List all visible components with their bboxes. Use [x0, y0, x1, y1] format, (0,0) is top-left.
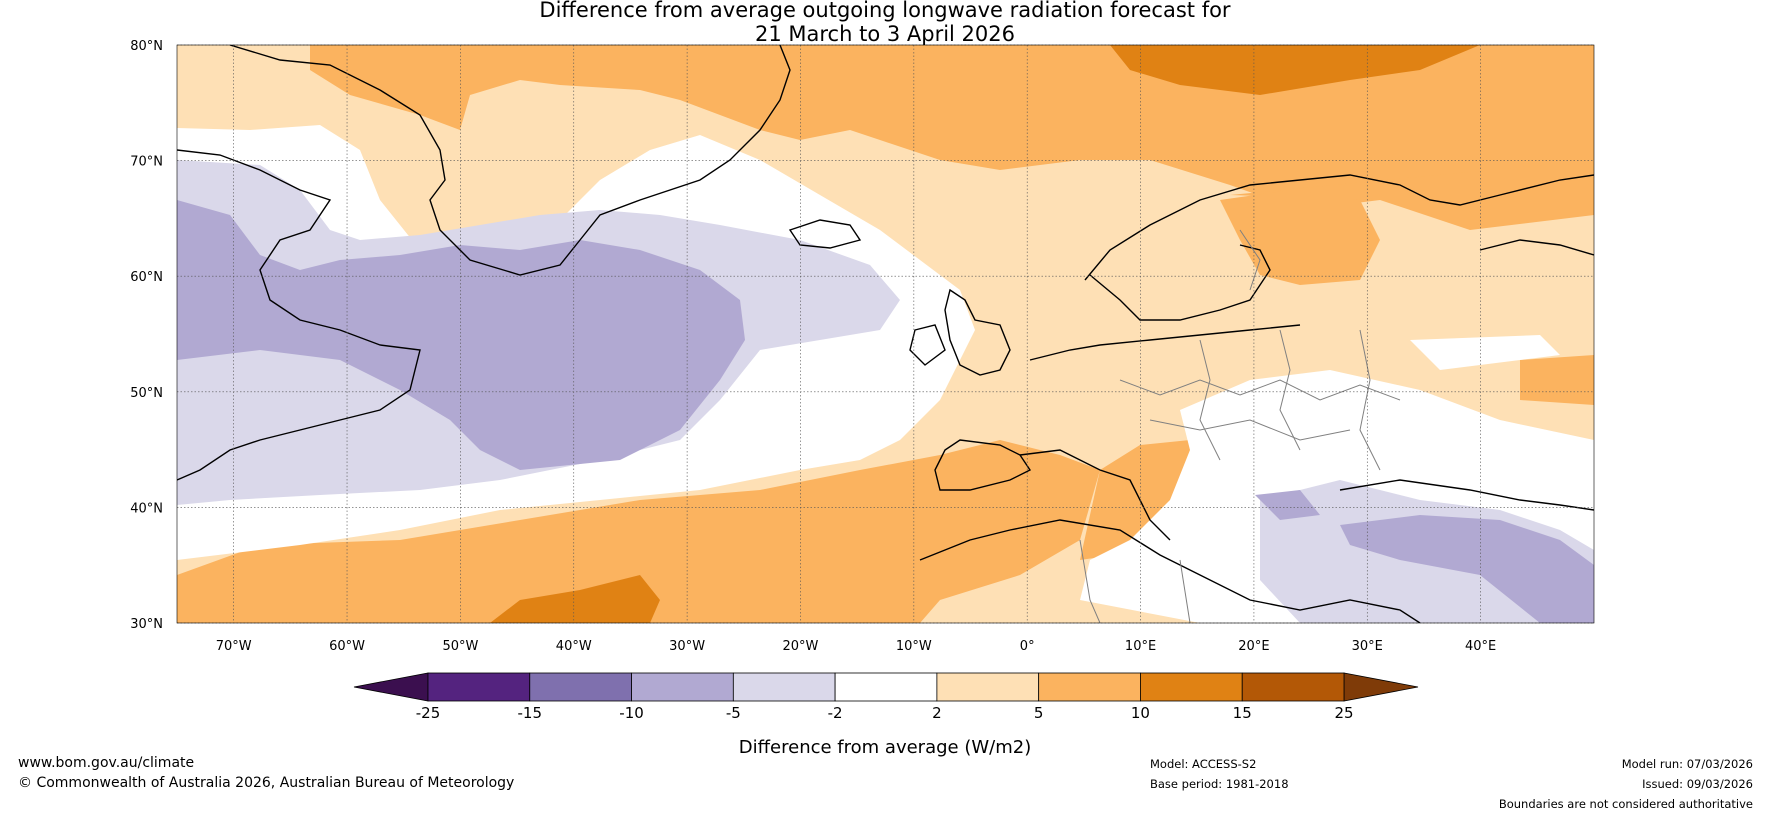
colorbar-swatch	[1038, 672, 1141, 702]
anomaly-dark-orange-greenland-east	[1110, 45, 1480, 95]
colorbar-tick: -15	[518, 704, 543, 722]
footer-copyright: © Commonwealth of Australia 2026, Austra…	[18, 775, 515, 791]
colorbar-extend-over	[1343, 672, 1419, 702]
border-1	[1119, 379, 1401, 401]
lat-label: 40°N	[130, 501, 163, 516]
anomaly-purple-aegean	[1255, 490, 1320, 520]
footer-model-run: Model run: 07/03/2026	[1621, 757, 1753, 771]
north-america-coast	[177, 149, 421, 481]
footer-disclaimer: Boundaries are not considered authoritat…	[1498, 797, 1753, 811]
anomaly-purple-eastmed	[1340, 515, 1594, 623]
latitude-labels: 80°N 70°N 60°N 50°N 40°N 30°N	[130, 39, 163, 632]
lon-label: 30°W	[669, 639, 705, 654]
scandinavia-south-coast	[1089, 244, 1271, 321]
border-6	[1239, 229, 1261, 291]
colorbar-tick: 15	[1233, 704, 1252, 722]
anomaly-orange-subtropical	[177, 440, 1100, 623]
anomaly-field	[177, 45, 1594, 623]
iberia-coast	[934, 439, 1032, 491]
footer-model: Model: ACCESS-S2	[1150, 757, 1257, 771]
lat-label: 80°N	[130, 39, 163, 54]
map-frame	[176, 44, 1595, 624]
north-europe-coast	[1029, 324, 1301, 361]
lon-label: 10°E	[1125, 639, 1156, 654]
turkey-coast	[1339, 479, 1594, 511]
footer-url: www.bom.gov.au/climate	[18, 755, 195, 771]
colorbar-swatch	[1140, 672, 1243, 702]
border-8	[1179, 559, 1191, 623]
colorbar-tick: -10	[619, 704, 644, 722]
anomaly-orange-russia	[1230, 160, 1594, 230]
footer-base-period: Base period: 1981-2018	[1150, 777, 1289, 791]
lon-label: 40°W	[556, 639, 592, 654]
lon-label: 10°W	[896, 639, 932, 654]
colorbar-tick: 5	[1034, 704, 1044, 722]
colorbar: -25 -15 -10 -5 -2 2 5 10 15 25	[353, 672, 1419, 722]
colorbar-swatch	[427, 672, 531, 702]
lon-label: 20°W	[783, 639, 819, 654]
lat-label: 30°N	[130, 617, 163, 632]
colorbar-tick: 25	[1334, 704, 1353, 722]
colorbar-swatch	[1241, 672, 1345, 702]
lon-label: 30°E	[1352, 639, 1383, 654]
colorbar-tick: -5	[726, 704, 741, 722]
lat-label: 70°N	[130, 155, 163, 170]
coastlines	[177, 45, 1594, 623]
lon-label: 60°W	[329, 639, 365, 654]
lon-label: 70°W	[216, 639, 252, 654]
russia-coast	[1479, 239, 1594, 256]
iceland-coast	[788, 219, 862, 249]
border-2	[1149, 419, 1351, 441]
ireland-coast	[909, 324, 946, 366]
lon-label: 40°E	[1465, 639, 1496, 654]
lat-label: 60°N	[130, 270, 163, 285]
greenland-coast	[229, 45, 791, 276]
colorbar-swatch	[631, 672, 734, 702]
colorbar-swatch	[834, 672, 938, 702]
africa-coast	[919, 519, 1421, 623]
colorbar-swatch	[936, 672, 1040, 702]
mediterranean-north-coast	[1019, 449, 1171, 541]
lon-label: 0°	[1020, 639, 1035, 654]
title-line-2: 21 March to 3 April 2026	[755, 22, 1015, 46]
anomaly-orange-east	[1520, 355, 1594, 405]
colorbar-extend-under	[353, 672, 429, 702]
colorbar-tick: 2	[932, 704, 942, 722]
scandinavia-north-coast	[1084, 174, 1594, 281]
lat-label: 50°N	[130, 386, 163, 401]
border-7	[1079, 539, 1101, 623]
anomaly-white-russia	[1410, 335, 1560, 370]
colorbar-label: Difference from average (W/m2)	[738, 737, 1032, 758]
map-title: Difference from average outgoing longwav…	[0, 0, 1770, 46]
colorbar-tick: 10	[1131, 704, 1150, 722]
anomaly-purple-atlantic	[177, 200, 745, 470]
lon-label: 20°E	[1238, 639, 1269, 654]
anomaly-dark-orange-atlantic	[490, 575, 660, 623]
lon-label: 50°W	[442, 639, 478, 654]
colorbar-swatch	[732, 672, 836, 702]
border-5	[1359, 329, 1381, 471]
longitude-labels: 70°W 60°W 50°W 40°W 30°W 20°W 10°W 0° 10°E 20°E 30…	[216, 639, 1497, 654]
colorbar-tick: -25	[416, 704, 441, 722]
title-line-1: Difference from average outgoing longwav…	[539, 0, 1231, 22]
colorbar-swatch	[529, 672, 632, 702]
colorbar-tick: -2	[828, 704, 843, 722]
border-3	[1199, 339, 1221, 461]
britain-coast	[944, 288, 1011, 376]
footer-issued: Issued: 09/03/2026	[1642, 777, 1753, 791]
border-4	[1279, 329, 1301, 451]
country-borders	[1079, 229, 1401, 623]
